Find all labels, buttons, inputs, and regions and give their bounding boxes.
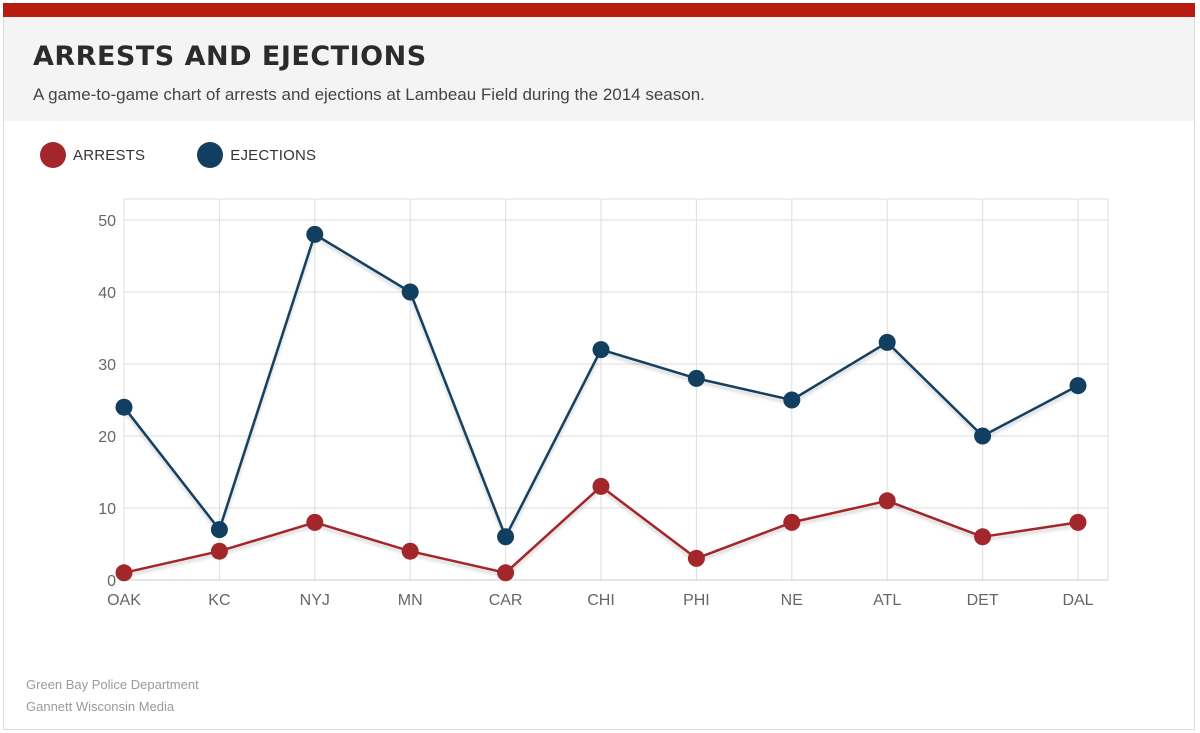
source-line-1: Green Bay Police Department (26, 677, 199, 692)
data-point-ejections[interactable] (115, 398, 133, 416)
data-point-arrests[interactable] (592, 477, 610, 495)
legend-label-arrests: ARRESTS (73, 146, 146, 164)
x-tick-label: KC (208, 592, 230, 609)
chart-legend: ARRESTS EJECTIONS (40, 142, 368, 168)
data-point-arrests[interactable] (401, 542, 419, 560)
x-tick-label: NYJ (300, 592, 330, 609)
x-tick-label: MN (398, 592, 423, 609)
data-point-ejections[interactable] (497, 528, 515, 546)
series-arrests (115, 477, 1087, 582)
x-tick-label: OAK (107, 592, 141, 609)
y-tick-label: 0 (107, 573, 116, 590)
axes: 0 10 20 30 40 50 OAK KC NYJ MN CAR CHI PHI NE ATL DET DA… (98, 213, 1108, 609)
chart-frame (3, 3, 1195, 730)
x-tick-label: DAL (1062, 592, 1093, 609)
y-tick-label: 20 (98, 429, 116, 446)
data-point-arrests[interactable] (783, 513, 801, 531)
data-point-arrests[interactable] (115, 564, 133, 582)
y-tick-label: 30 (98, 357, 116, 374)
data-point-arrests[interactable] (306, 513, 324, 531)
chart-subtitle: A game-to-game chart of arrests and ejec… (33, 85, 705, 104)
data-point-arrests[interactable] (687, 549, 705, 567)
ejections-swatch-icon (197, 142, 224, 168)
x-tick-label: PHI (683, 592, 710, 609)
x-tick-label: DET (967, 592, 999, 609)
data-point-ejections[interactable] (1069, 377, 1087, 395)
chart-title: ARRESTS AND EJECTIONS (33, 41, 427, 72)
data-point-arrests[interactable] (1069, 513, 1087, 531)
arrests-swatch-icon (40, 142, 66, 168)
data-point-ejections[interactable] (306, 225, 324, 243)
data-point-arrests[interactable] (497, 564, 515, 582)
chart-header: ARRESTS AND EJECTIONS A game-to-game cha… (4, 17, 1194, 121)
grid (123, 198, 1109, 581)
y-tick-label: 40 (98, 285, 116, 302)
x-tick-label: ATL (873, 592, 901, 609)
data-point-arrests[interactable] (210, 542, 228, 560)
legend-item-ejections: EJECTIONS (197, 142, 316, 168)
legend-item-arrests: ARRESTS (40, 142, 145, 168)
series-ejections (115, 225, 1087, 546)
data-point-ejections[interactable] (974, 427, 992, 445)
x-tick-label: CAR (489, 592, 523, 609)
y-tick-label: 50 (98, 213, 116, 230)
data-point-arrests[interactable] (878, 492, 896, 510)
data-point-ejections[interactable] (592, 341, 610, 359)
data-point-arrests[interactable] (974, 528, 992, 546)
top-accent-bar (3, 3, 1195, 17)
data-point-ejections[interactable] (878, 333, 896, 351)
y-tick-label: 10 (98, 501, 116, 518)
data-point-ejections[interactable] (783, 391, 801, 409)
legend-label-ejections: EJECTIONS (230, 146, 317, 164)
x-tick-label: CHI (587, 592, 615, 609)
data-point-ejections[interactable] (210, 521, 228, 539)
data-point-ejections[interactable] (687, 369, 705, 387)
series (115, 225, 1087, 582)
source-line-2: Gannett Wisconsin Media (26, 699, 175, 714)
x-tick-label: NE (781, 592, 803, 609)
data-point-ejections[interactable] (401, 283, 419, 301)
